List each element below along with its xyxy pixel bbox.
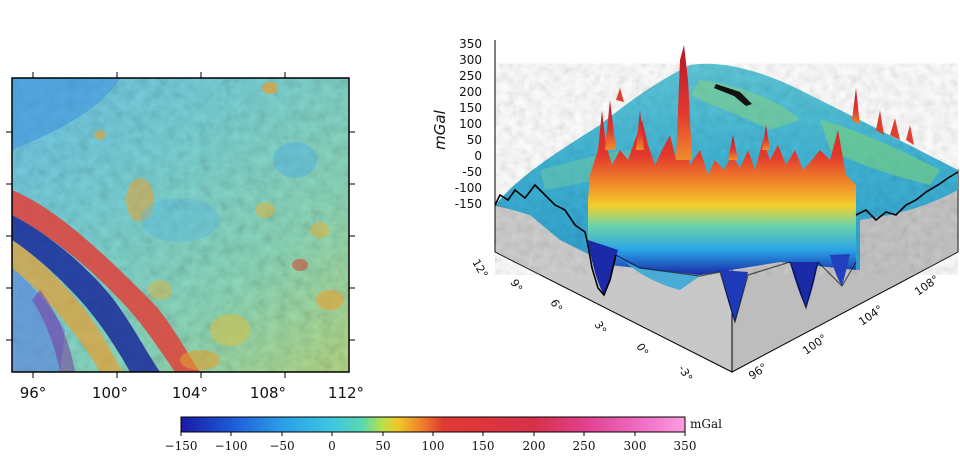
colorbar-ramp [180,416,686,433]
map-x-axis: 96° 100° 104° 108° 112° [20,384,364,402]
z-tick: -50 [462,165,482,179]
z-axis-ticks: 350 300 250 200 150 100 50 0 -50 -100 -1… [455,37,482,211]
map-frame-ticks [6,72,355,378]
map-x-tick: 108° [250,384,286,402]
peak [906,125,914,145]
colorbar-tick: 50 [375,439,390,453]
colorbar-unit: mGal [690,417,722,431]
lat-tick: -3° [675,363,694,384]
colorbar-tick: 300 [624,439,647,453]
z-axis-label: mGal [431,109,449,149]
peak [762,125,770,150]
colorbar-tick: −50 [269,439,294,453]
colorbar-tick: −150 [165,439,198,453]
colorbar-tick: −100 [215,439,248,453]
lat-tick: 9° [507,277,525,294]
lon-tick: 96° [746,361,769,383]
peak [636,110,644,150]
trough [588,240,618,295]
colorbar-tick: 100 [422,439,445,453]
gravity-anomaly-map: 96° 100° 104° 108° 112° [6,72,364,402]
profile-front-edge [615,254,857,325]
map-frame [11,77,350,373]
colorbar-tick: 250 [573,439,596,453]
colorbar-tick: 350 [674,439,697,453]
z-tick: 100 [459,117,482,131]
colorbar-tick-marks [180,432,686,436]
trough [720,270,748,322]
colorbar: −150 −100 −50 0 50 100 150 200 250 300 3… [165,416,722,453]
colorbar-tick: 0 [328,439,336,453]
trough [790,262,818,308]
lat-tick: 12° [469,257,490,280]
map-x-tick: 104° [172,384,208,402]
peak [876,110,884,135]
colorbar-tick: 150 [472,439,495,453]
colorbar-ticks: −150 −100 −50 0 50 100 150 200 250 300 3… [165,439,697,453]
peak [676,45,692,160]
lon-tick: 100° [800,332,829,358]
surface-front-band [588,110,856,275]
peak [728,135,738,160]
z-tick: 0 [474,149,482,163]
lat-tick: 3° [591,319,609,336]
z-tick: 300 [459,53,482,67]
profile-left-edge [494,183,617,297]
lon-tick: 104° [856,303,885,329]
colorbar-tick: 200 [523,439,546,453]
z-tick: -150 [455,197,482,211]
lon-tick: 108° [912,273,941,299]
arrow-mark [714,84,752,106]
lat-tick: 6° [547,297,565,314]
map-x-tick: 112° [328,384,364,402]
z-tick: -100 [455,181,482,195]
peak [616,88,624,102]
z-tick: 350 [459,37,482,51]
z-tick: 50 [467,133,482,147]
peak [890,118,900,140]
peak [605,100,616,150]
profile-right-edge [855,171,959,222]
map-x-tick: 100° [92,384,128,402]
z-tick: 150 [459,101,482,115]
peak [852,88,860,125]
z-tick: 200 [459,85,482,99]
map-x-tick: 96° [20,384,47,402]
trough [830,254,850,286]
gravity-surface-3d: 350 300 250 200 150 100 50 0 -50 -100 -1… [431,37,959,384]
z-tick: 250 [459,69,482,83]
lat-tick: 0° [633,341,651,358]
